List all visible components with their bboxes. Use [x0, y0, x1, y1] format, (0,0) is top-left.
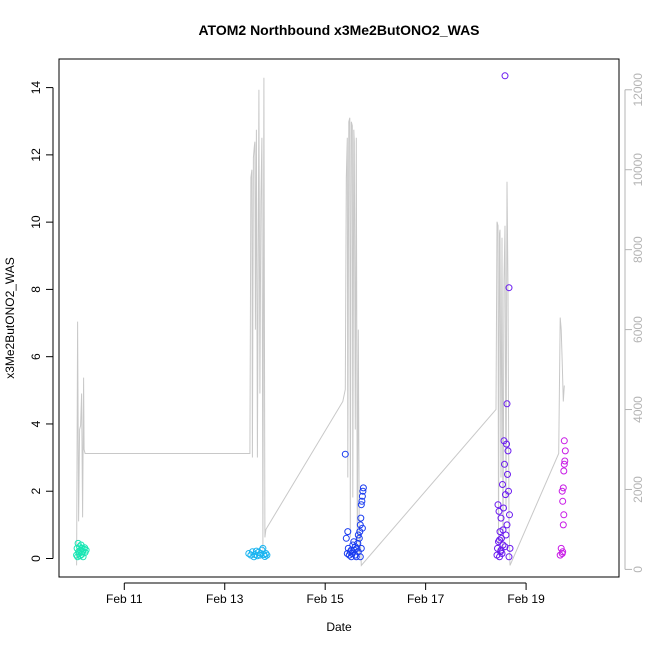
data-point [503, 400, 511, 408]
data-point [502, 531, 510, 539]
data-point [561, 457, 569, 465]
y-tick-label: 6 [29, 353, 43, 360]
y-axis-label: x3Me2ButONO2_WAS [3, 257, 17, 379]
data-point [561, 447, 569, 455]
y-tick-label: 8 [29, 286, 43, 293]
data-point [496, 536, 503, 544]
data-point [498, 534, 505, 542]
data-point [79, 553, 87, 561]
data-point [358, 492, 366, 500]
data-point [82, 546, 90, 554]
data-point [504, 470, 511, 478]
data-point [357, 501, 365, 509]
data-point [343, 550, 351, 557]
data-point [341, 450, 349, 458]
x-tick-label: Feb 17 [407, 592, 445, 606]
data-point [560, 467, 568, 475]
data-point [500, 504, 507, 512]
y-tick-label: 14 [29, 81, 43, 95]
chart-title: ATOM2 Northbound x3Me2ButONO2_WAS [198, 22, 479, 38]
data-point [504, 447, 512, 455]
data-point [558, 487, 566, 495]
data-point [495, 507, 503, 515]
data-point [558, 550, 566, 557]
data-point [498, 550, 506, 557]
data-point [501, 543, 509, 551]
data-point [263, 551, 271, 559]
y-tick-label: 12 [29, 148, 43, 162]
data-point [359, 484, 367, 492]
y2-tick-label: 12000 [631, 73, 645, 107]
data-point [506, 544, 514, 552]
data-point [347, 546, 355, 554]
data-point [497, 514, 505, 522]
data-point [560, 511, 568, 519]
data-point [505, 487, 512, 495]
x-axis: Feb 11 Feb 13 Feb 15 Feb 17 Feb 19 [106, 582, 545, 606]
x-tick-label: Feb 15 [307, 592, 345, 606]
data-point [356, 553, 364, 561]
data-point [499, 526, 507, 534]
data-point [359, 487, 367, 495]
y2-tick-label: 4000 [631, 396, 645, 423]
x-tick-label: Feb 13 [206, 592, 244, 606]
altitude-line [76, 77, 565, 567]
data-point [358, 497, 366, 505]
data-point [350, 538, 358, 546]
data-point [559, 484, 567, 492]
y-tick-label: 4 [29, 420, 43, 427]
y2-tick-label: 0 [631, 566, 645, 573]
x-tick-label: Feb 19 [507, 592, 545, 606]
x-axis-label: Date [326, 620, 352, 634]
data-point [261, 553, 269, 560]
y2-axis: 0 2000 4000 6000 8000 10000 12000 [624, 73, 645, 573]
y2-tick-label: 8000 [631, 236, 645, 263]
data-point [503, 521, 511, 529]
data-point [503, 440, 510, 448]
y-tick-label: 10 [29, 215, 43, 229]
data-point [501, 460, 508, 468]
data-point [357, 514, 365, 522]
data-points-layer [73, 72, 569, 561]
data-point [258, 546, 266, 554]
data-point [354, 531, 362, 539]
data-point [358, 524, 366, 532]
y-axis: 0 2 4 6 8 10 12 14 [29, 81, 54, 562]
y2-tick-label: 10000 [631, 153, 645, 187]
y-tick-label: 0 [29, 555, 43, 562]
data-point [342, 534, 350, 542]
data-point [501, 72, 509, 80]
data-point [505, 553, 513, 561]
data-point [505, 284, 513, 292]
x-tick-label: Feb 11 [106, 592, 143, 606]
plot-frame [58, 58, 620, 578]
y2-tick-label: 2000 [631, 476, 645, 503]
y-tick-label: 2 [29, 488, 43, 495]
data-point [560, 460, 568, 468]
data-point [559, 497, 567, 505]
data-point [262, 550, 270, 557]
data-point [559, 521, 567, 529]
data-point [344, 528, 352, 536]
data-point [355, 534, 363, 542]
y2-tick-label: 6000 [631, 316, 645, 343]
altitude-line-layer [76, 77, 565, 567]
data-point [557, 544, 565, 552]
data-point [499, 481, 506, 488]
data-point [506, 511, 513, 519]
data-point [497, 546, 505, 554]
data-point [560, 437, 568, 445]
data-point [494, 501, 502, 509]
data-point [351, 543, 359, 551]
